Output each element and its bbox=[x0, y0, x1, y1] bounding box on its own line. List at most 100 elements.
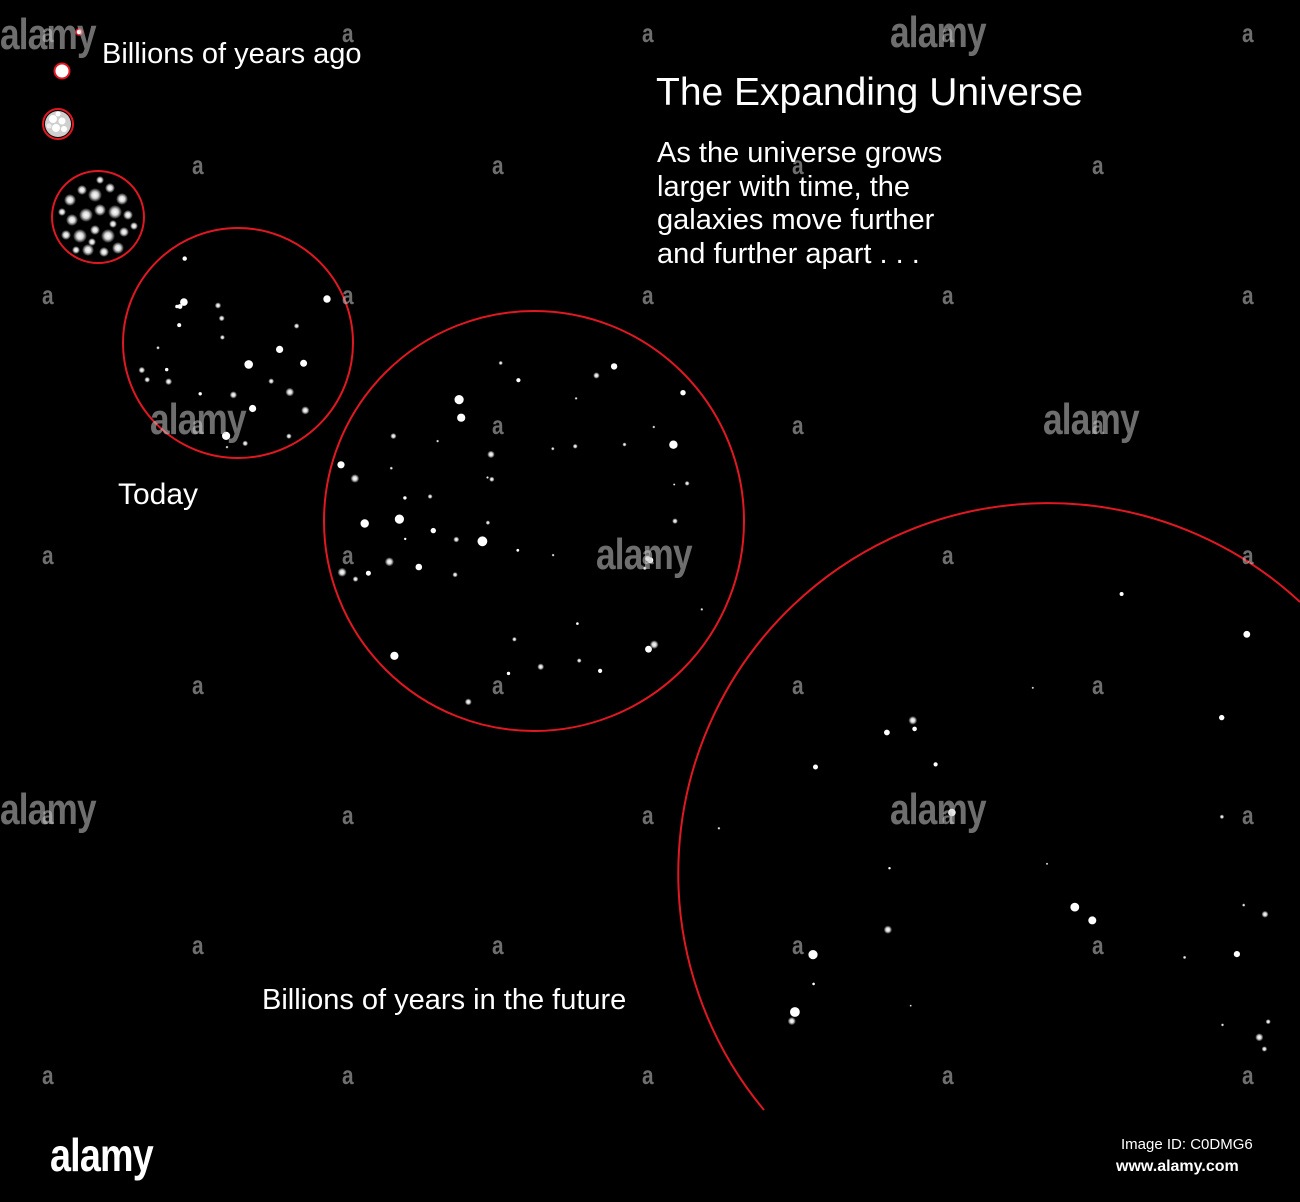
galaxy bbox=[337, 567, 347, 577]
galaxy bbox=[576, 658, 582, 663]
galaxy bbox=[516, 378, 521, 383]
galaxy bbox=[574, 396, 578, 400]
galaxy bbox=[350, 474, 360, 483]
galaxy bbox=[177, 304, 183, 309]
galaxy bbox=[700, 607, 704, 611]
galaxy bbox=[576, 622, 579, 625]
watermark-mark: a bbox=[642, 280, 654, 310]
galaxy bbox=[244, 360, 253, 369]
galaxy bbox=[323, 295, 331, 303]
galaxy bbox=[1261, 1046, 1268, 1052]
galaxy bbox=[1088, 916, 1097, 925]
galaxy bbox=[884, 729, 890, 736]
galaxy bbox=[1233, 951, 1240, 958]
watermark-text: alamy bbox=[150, 395, 247, 444]
galaxy bbox=[790, 1007, 800, 1017]
galaxy bbox=[948, 808, 956, 817]
galaxy bbox=[506, 671, 511, 676]
galaxy bbox=[457, 413, 466, 422]
galaxy bbox=[249, 404, 257, 413]
universe-stage-today-outline bbox=[323, 310, 745, 732]
galaxy bbox=[1255, 1033, 1264, 1042]
caption-line: As the universe grows bbox=[657, 137, 943, 169]
galaxy bbox=[933, 762, 938, 767]
watermark-mark: a bbox=[492, 410, 504, 440]
galaxy bbox=[389, 466, 393, 470]
watermark-mark: a bbox=[1092, 670, 1104, 700]
galaxy bbox=[436, 439, 440, 443]
watermark-mark: a bbox=[42, 540, 54, 570]
galaxy bbox=[808, 950, 818, 960]
galaxy bbox=[144, 376, 151, 383]
galaxy bbox=[912, 726, 917, 732]
galaxy bbox=[598, 668, 603, 674]
galaxy bbox=[337, 461, 345, 469]
galaxy bbox=[177, 323, 182, 328]
watermark-mark: a bbox=[1242, 18, 1254, 48]
galaxy bbox=[680, 390, 686, 396]
galaxy bbox=[365, 570, 371, 576]
watermark-mark: a bbox=[42, 1060, 54, 1090]
galaxy bbox=[813, 764, 818, 770]
watermark-mark: a bbox=[42, 18, 54, 48]
watermark-mark: a bbox=[42, 280, 54, 310]
watermark-mark: a bbox=[342, 540, 354, 570]
galaxy bbox=[180, 298, 188, 306]
watermark-mark: a bbox=[942, 1060, 954, 1090]
caption-line: galaxies move further bbox=[657, 204, 935, 236]
galaxy bbox=[165, 378, 173, 386]
watermark-mark: a bbox=[492, 930, 504, 960]
galaxy bbox=[652, 425, 656, 429]
watermark-mark: a bbox=[1242, 540, 1254, 570]
watermark-mark: a bbox=[792, 150, 804, 180]
galaxy bbox=[403, 496, 407, 500]
galaxy bbox=[175, 304, 179, 309]
galaxy bbox=[888, 867, 891, 870]
watermark-mark: a bbox=[792, 670, 804, 700]
galaxy bbox=[360, 519, 369, 528]
galaxy bbox=[487, 450, 495, 459]
galaxy bbox=[1182, 955, 1187, 960]
universe-stage-dense-outline bbox=[122, 227, 354, 459]
galaxy bbox=[551, 553, 555, 557]
galaxy bbox=[516, 548, 520, 552]
galaxy bbox=[812, 982, 815, 986]
diagram-title: The Expanding Universe bbox=[656, 71, 1084, 114]
watermark-text: alamy bbox=[890, 785, 987, 834]
galaxy bbox=[572, 443, 578, 449]
galaxy bbox=[156, 346, 160, 350]
galaxy bbox=[1070, 902, 1080, 912]
galaxy bbox=[430, 527, 436, 534]
galaxy bbox=[1220, 1023, 1225, 1027]
galaxy bbox=[684, 480, 690, 486]
watermark-text: alamy bbox=[0, 785, 97, 834]
galaxy bbox=[593, 372, 600, 379]
watermark-text: alamy bbox=[1043, 395, 1140, 444]
galaxy bbox=[645, 645, 652, 653]
universe-stage-young bbox=[42, 108, 74, 140]
watermark-mark: a bbox=[342, 280, 354, 310]
watermark-mark: a bbox=[1092, 410, 1104, 440]
past-label: Billions of years ago bbox=[102, 38, 362, 70]
universe-stage-earliest bbox=[75, 28, 83, 36]
diagram-caption: As the universe grows larger with time, … bbox=[657, 137, 942, 271]
watermark-mark: a bbox=[1242, 280, 1254, 310]
galaxy bbox=[454, 395, 464, 405]
image-id-text: Image ID: C0DMG6 bbox=[1121, 1136, 1253, 1153]
watermark-mark: a bbox=[1242, 1060, 1254, 1090]
future-label: Billions of years in the future bbox=[262, 984, 627, 1016]
galaxy bbox=[1119, 592, 1124, 596]
universe-stage-cluster bbox=[51, 170, 145, 264]
galaxy bbox=[1242, 903, 1246, 907]
caption-line: larger with time, the bbox=[657, 170, 911, 203]
caption-line: and further apart . . . bbox=[657, 237, 920, 270]
galaxy bbox=[717, 826, 721, 830]
galaxy bbox=[537, 663, 545, 671]
watermark-text: alamy bbox=[596, 530, 693, 579]
watermark-mark: a bbox=[1242, 800, 1254, 830]
galaxy bbox=[286, 433, 292, 440]
universe-stage-future bbox=[717, 592, 1271, 1052]
galaxy bbox=[642, 566, 647, 571]
watermark-mark: a bbox=[42, 800, 54, 830]
